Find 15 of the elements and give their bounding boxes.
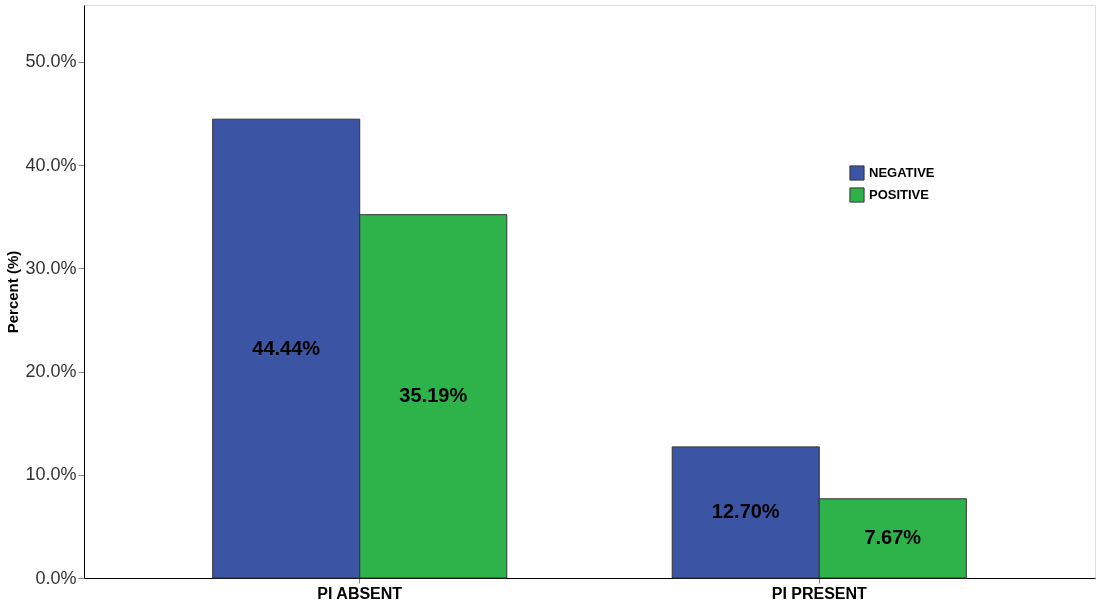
x-tick-label: PI PRESENT: [771, 584, 868, 602]
y-tick-label: 50.0%: [25, 51, 77, 72]
y-tick-label: 10.0%: [25, 464, 77, 485]
y-tick-label: 30.0%: [25, 257, 77, 278]
legend-label: NEGATIVE: [869, 165, 935, 180]
data-label: 12.70%: [711, 500, 780, 523]
legend-label: POSITIVE: [869, 187, 930, 202]
y-tick-label: 20.0%: [25, 361, 77, 382]
y-tick-label: 40.0%: [25, 154, 77, 175]
y-axis-title: Percent (%): [4, 250, 22, 334]
data-label: 7.67%: [864, 526, 922, 549]
x-tick-label: PI ABSENT: [317, 584, 403, 602]
data-label: 35.19%: [399, 384, 468, 407]
y-tick-label: 0.0%: [35, 567, 77, 588]
data-label: 44.44%: [252, 336, 321, 359]
